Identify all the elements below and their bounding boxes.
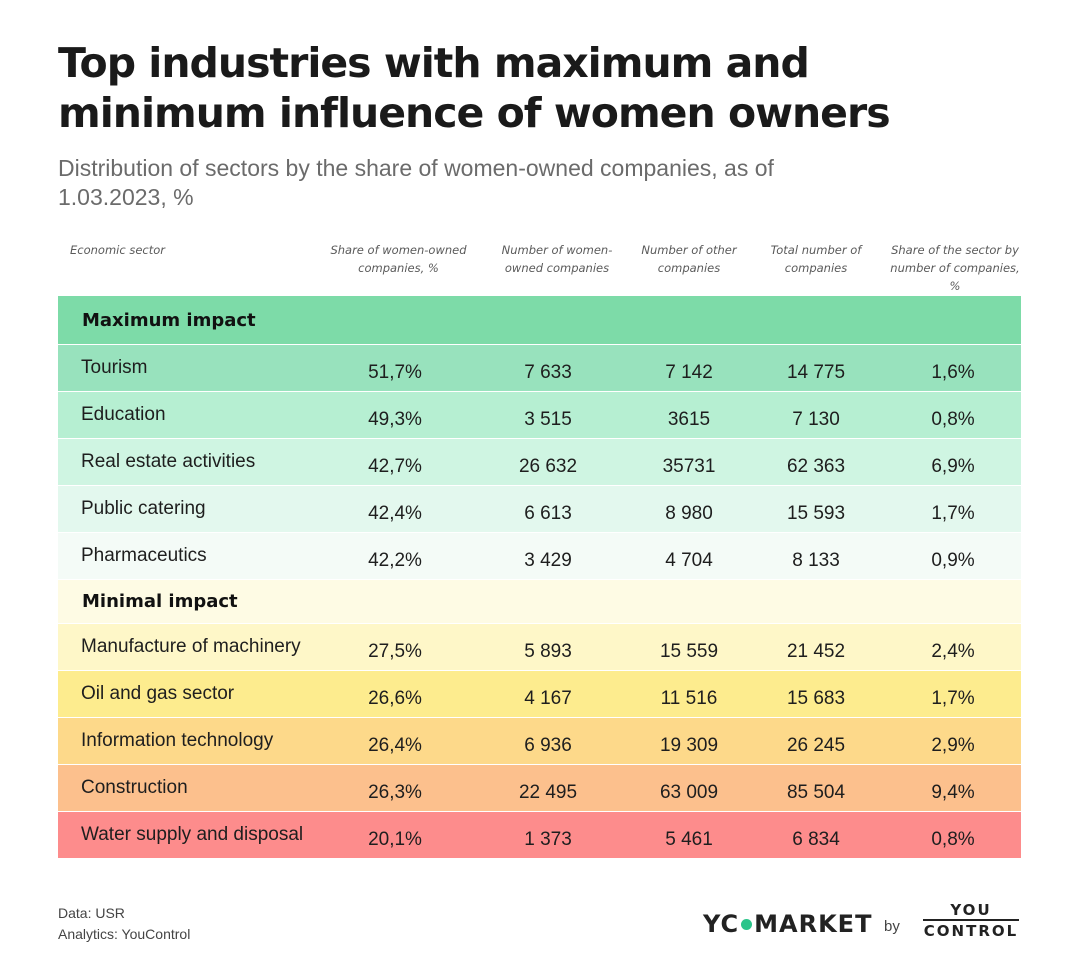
value-cell-sector-share: 0,8%	[931, 409, 975, 430]
group-title: Maximum impact	[82, 309, 256, 331]
value-cell-total: 14 775	[786, 362, 846, 383]
value-cell-women: 4 167	[524, 688, 572, 709]
value-cell-share-women: 42,2%	[368, 550, 422, 571]
table-row: Pharmaceutics 42,2% 3 429 4 704 8 133 0,9%	[58, 533, 1021, 580]
sector-name-cell: Education	[81, 404, 166, 425]
sector-name-cell: Manufacture of machinery	[81, 636, 301, 657]
value-cell-other: 35731	[662, 456, 716, 477]
value-cell-sector-share: 1,7%	[931, 688, 975, 709]
value-cell-total: 21 452	[786, 641, 846, 662]
value-cell-total: 62 363	[786, 456, 846, 477]
value-cell-share-women: 27,5%	[368, 641, 422, 662]
sector-name-cell: Real estate activities	[81, 451, 256, 472]
value-cell-other: 19 309	[659, 735, 719, 756]
value-cell-total: 6 834	[792, 829, 840, 850]
value-cell-share-women: 51,7%	[368, 362, 422, 383]
column-header-other-count: Number of other companies	[641, 243, 737, 275]
sector-name-cell: Pharmaceutics	[81, 545, 207, 566]
value-cell-sector-share: 1,7%	[931, 503, 975, 524]
footer-notes: Data: USR Analytics: YouControl	[58, 903, 190, 945]
value-cell-other: 15 559	[659, 641, 719, 662]
value-cell-women: 3 515	[524, 409, 572, 430]
value-cell-women: 6 936	[524, 735, 572, 756]
value-cell-women: 7 633	[524, 362, 572, 383]
sector-name-cell: Oil and gas sector	[81, 683, 235, 704]
value-cell-sector-share: 6,9%	[931, 456, 975, 477]
value-cell-total: 7 130	[792, 409, 840, 430]
logo-market-text: MARKET	[754, 910, 873, 938]
value-cell-other: 63 009	[659, 782, 719, 803]
value-cell-other: 4 704	[665, 550, 713, 571]
table-row: Oil and gas sector 26,6% 4 167 11 516 15 683…	[58, 671, 1021, 718]
group-header-row: Maximum impact	[58, 296, 1021, 345]
yc-market-logo: YC MARKET	[703, 910, 872, 938]
value-cell-total: 26 245	[786, 735, 846, 756]
value-cell-other: 7 142	[665, 362, 713, 383]
youcontrol-logo-top: YOU	[950, 901, 992, 919]
value-cell-sector-share: 9,4%	[931, 782, 975, 803]
group-header-row: Minimal impact	[58, 580, 1021, 624]
value-cell-women: 3 429	[524, 550, 572, 571]
value-cell-other: 5 461	[665, 829, 713, 850]
youcontrol-logo-line	[923, 919, 1019, 921]
column-header-sector: Economic sector	[70, 243, 165, 257]
chart-title: Top industries with maximum and minimum …	[58, 39, 891, 137]
chart-subtitle: Distribution of sectors by the share of …	[58, 155, 774, 210]
value-cell-sector-share: 0,9%	[931, 550, 975, 571]
sector-name-cell: Tourism	[81, 357, 148, 378]
value-cell-women: 5 893	[524, 641, 572, 662]
value-cell-women: 1 373	[524, 829, 572, 850]
table-row: Manufacture of machinery 27,5% 5 893 15 559…	[58, 624, 1021, 671]
data-source-note: Data: USR	[58, 905, 125, 921]
logo-by-text: by	[884, 918, 900, 935]
table-row: Construction 26,3% 22 495 63 009 85 504 9,4%	[58, 765, 1021, 812]
value-cell-sector-share: 2,9%	[931, 735, 975, 756]
logo-dot-icon	[741, 918, 753, 930]
value-cell-total: 85 504	[786, 782, 846, 803]
table-row: Information technology 26,4% 6 936 19 309 26…	[58, 718, 1021, 765]
value-cell-women: 26 632	[518, 456, 578, 477]
value-cell-total: 8 133	[792, 550, 840, 571]
group-title: Minimal impact	[82, 591, 238, 612]
value-cell-share-women: 49,3%	[368, 409, 422, 430]
value-cell-share-women: 26,4%	[368, 735, 422, 756]
column-header-women-count: Number of women-owned companies	[501, 243, 613, 275]
table-row: Education 49,3% 3 515 3615 7 130 0,8%	[58, 392, 1021, 439]
table-row: Real estate activities 42,7% 26 632 35731 62…	[58, 439, 1021, 486]
youcontrol-logo-bottom: CONTROL	[923, 922, 1019, 940]
sector-name-cell: Construction	[81, 777, 188, 798]
value-cell-total: 15 683	[786, 688, 846, 709]
value-cell-share-women: 42,7%	[368, 456, 422, 477]
value-cell-sector-share: 0,8%	[931, 829, 975, 850]
value-cell-share-women: 42,4%	[368, 503, 422, 524]
table-row: Water supply and disposal 20,1% 1 373 5 461…	[58, 812, 1021, 859]
column-header-share-women: Share of women-owned companies, %	[330, 243, 467, 275]
value-cell-sector-share: 1,6%	[931, 362, 975, 383]
value-cell-sector-share: 2,4%	[931, 641, 975, 662]
column-header-sector-share: Share of the sector by number of compani…	[890, 243, 1020, 293]
sector-name-cell: Information technology	[81, 730, 274, 751]
analytics-note: Analytics: YouControl	[58, 926, 191, 942]
value-cell-other: 11 516	[660, 688, 718, 709]
value-cell-share-women: 20,1%	[368, 829, 422, 850]
table-row: Tourism 51,7% 7 633 7 142 14 775 1,6%	[58, 345, 1021, 392]
value-cell-women: 22 495	[518, 782, 578, 803]
youcontrol-logo: YOU CONTROL	[923, 902, 1019, 939]
value-cell-share-women: 26,3%	[368, 782, 422, 803]
table-row: Public catering 42,4% 6 613 8 980 15 593 1,7%	[58, 486, 1021, 533]
data-table: Maximum impact Tourism 51,7% 7 633 7 142 14 7…	[58, 296, 1021, 859]
column-header-total-count: Total number of companies	[770, 243, 862, 275]
sector-name-cell: Water supply and disposal	[81, 824, 304, 845]
sector-name-cell: Public catering	[81, 498, 206, 519]
value-cell-other: 8 980	[665, 503, 713, 524]
value-cell-other: 3615	[667, 409, 711, 430]
logo-yc-text: YC	[703, 910, 740, 938]
value-cell-share-women: 26,6%	[368, 688, 422, 709]
value-cell-women: 6 613	[524, 503, 572, 524]
value-cell-total: 15 593	[786, 503, 846, 524]
